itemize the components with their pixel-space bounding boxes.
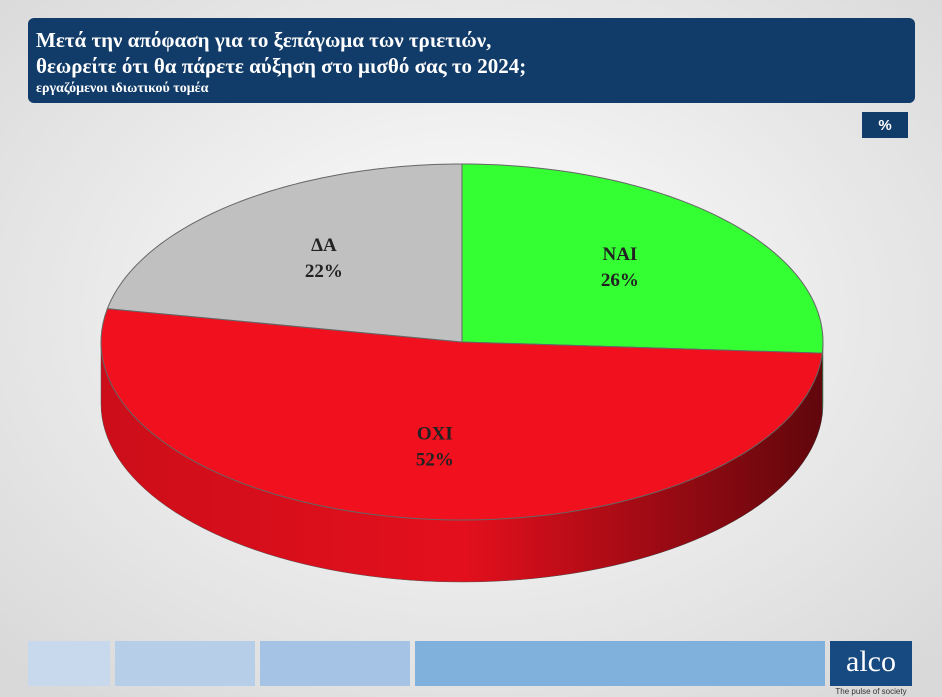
title-line: Μετά την απόφαση για το ξεπάγωμα των τρι…: [36, 28, 491, 52]
footer-bar: [28, 641, 110, 686]
slice: [106, 163, 463, 343]
slice: [461, 163, 824, 354]
slice-value: 52%: [416, 449, 454, 470]
slice-label: ΝΑΙ: [602, 244, 637, 265]
footer-bar: [115, 641, 255, 686]
footer-bar: [260, 641, 410, 686]
pie: ΝΑΙ 26% ΟΧΙ 52% ΔΑ 22%: [100, 163, 824, 583]
unit: %: [878, 117, 891, 134]
slice-label: ΔΑ: [311, 235, 337, 256]
logo-box: [830, 641, 912, 686]
logo-name: alco: [846, 645, 896, 678]
logo-tagline: The pulse of society: [835, 687, 906, 696]
slice-value: 22%: [305, 261, 343, 282]
slice-label: ΟΧΙ: [417, 423, 453, 444]
title-line: θεωρείτε ότι θα πάρετε αύξηση στο μισθό …: [36, 54, 526, 78]
header: [28, 18, 915, 103]
slice-value: 26%: [601, 270, 639, 291]
slice-side-shade: [101, 342, 823, 582]
slice: [100, 308, 823, 521]
unit-badge: [862, 112, 908, 138]
subtitle: εργαζόμενοι ιδιωτικού τομέα: [36, 81, 209, 96]
footer-bar: [415, 641, 825, 686]
